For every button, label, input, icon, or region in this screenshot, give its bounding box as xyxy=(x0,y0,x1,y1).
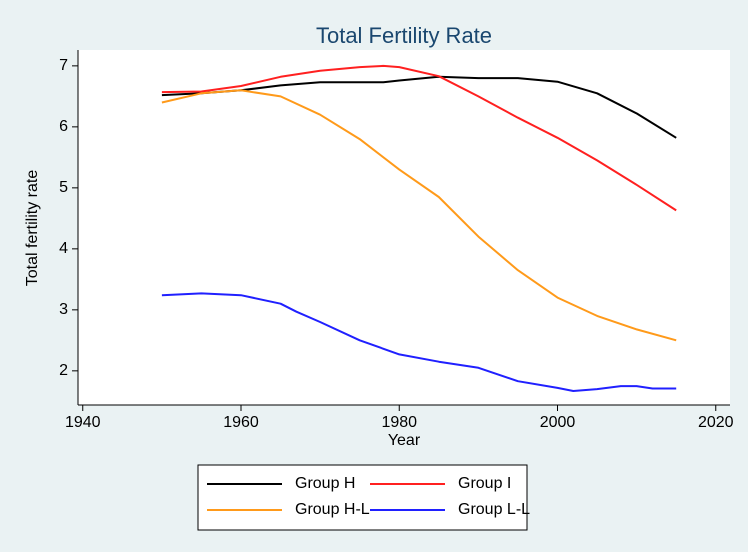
legend-label: Group I xyxy=(458,475,511,492)
x-tick-label: 1960 xyxy=(223,414,259,431)
x-axis-title: Year xyxy=(388,432,421,449)
series-line xyxy=(161,89,677,342)
series-line xyxy=(161,75,677,139)
y-axis-title: Total fertility rate xyxy=(24,170,41,287)
legend xyxy=(197,464,528,531)
series-line xyxy=(161,292,677,392)
y-tick-label: 2 xyxy=(59,362,68,379)
y-tick-label: 4 xyxy=(59,240,68,257)
x-tick-label: 2000 xyxy=(540,414,576,431)
legend-label: Group L-L xyxy=(458,501,530,518)
legend-label: Group H xyxy=(295,475,355,492)
legend-label: Group H-L xyxy=(295,501,370,518)
chart-title: Total Fertility Rate xyxy=(316,23,492,48)
x-tick-label: 1980 xyxy=(381,414,417,431)
x-tick-label: 2020 xyxy=(698,414,734,431)
y-tick-label: 6 xyxy=(59,118,68,135)
series-line xyxy=(161,64,677,212)
plot-area xyxy=(78,50,730,405)
y-tick-label: 3 xyxy=(59,301,68,318)
y-tick-label: 5 xyxy=(59,179,68,196)
y-tick-label: 7 xyxy=(59,57,68,74)
x-tick-label: 1940 xyxy=(65,414,101,431)
